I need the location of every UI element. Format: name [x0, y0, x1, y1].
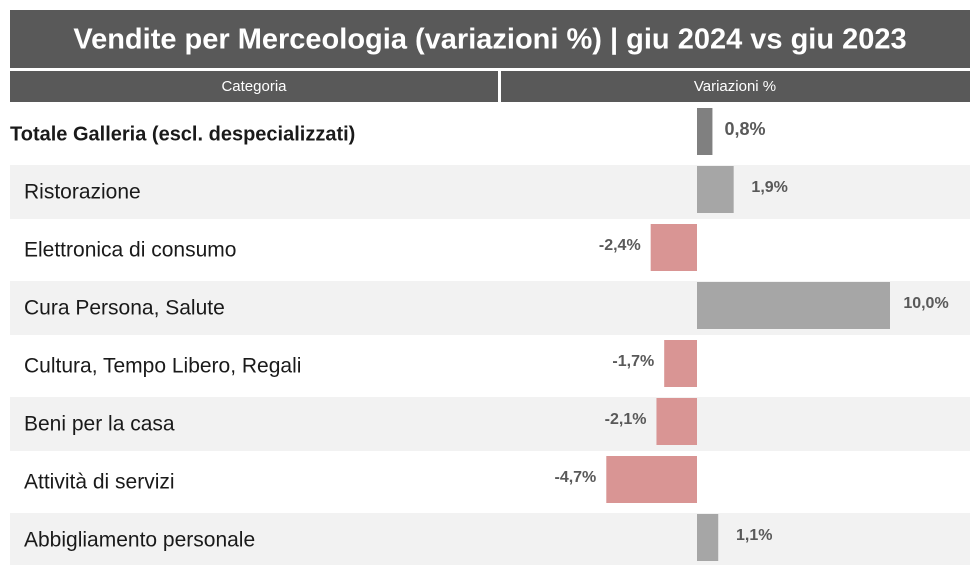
- value-label: -2,1%: [605, 411, 647, 428]
- bar: [664, 340, 697, 387]
- category-label: Ristorazione: [24, 181, 141, 204]
- value-label: -1,7%: [612, 353, 654, 370]
- row-background: [10, 513, 970, 565]
- value-label: 1,9%: [751, 179, 787, 196]
- category-label: Attività di servizi: [24, 471, 175, 494]
- column-header: Categoria: [221, 78, 287, 95]
- category-label: Abbigliamento personale: [24, 529, 255, 552]
- chart-title: Vendite per Merceologia (variazioni %) |…: [73, 24, 906, 56]
- row-background: [10, 165, 970, 219]
- category-label: Beni per la casa: [24, 413, 175, 436]
- value-label: -2,4%: [599, 237, 641, 254]
- title-bar: [10, 10, 970, 68]
- bar: [697, 514, 719, 561]
- bar: [606, 456, 697, 503]
- category-label: Elettronica di consumo: [24, 239, 236, 262]
- value-label: 0,8%: [724, 119, 765, 139]
- value-label: -4,7%: [554, 469, 596, 486]
- bar: [697, 166, 734, 213]
- category-label: Cultura, Tempo Libero, Regali: [24, 355, 301, 378]
- bar: [650, 224, 697, 271]
- category-label: Cura Persona, Salute: [24, 297, 225, 320]
- bar: [656, 398, 697, 445]
- category-label: Totale Galleria (escl. despecializzati): [10, 123, 355, 145]
- value-label: 10,0%: [903, 295, 948, 312]
- row-background: [10, 397, 970, 451]
- column-header: Variazioni %: [694, 78, 776, 95]
- value-label: 1,1%: [736, 527, 772, 544]
- header-cell: [10, 71, 498, 102]
- bar: [697, 282, 890, 329]
- bar: [697, 108, 713, 155]
- header-cell: [501, 71, 970, 102]
